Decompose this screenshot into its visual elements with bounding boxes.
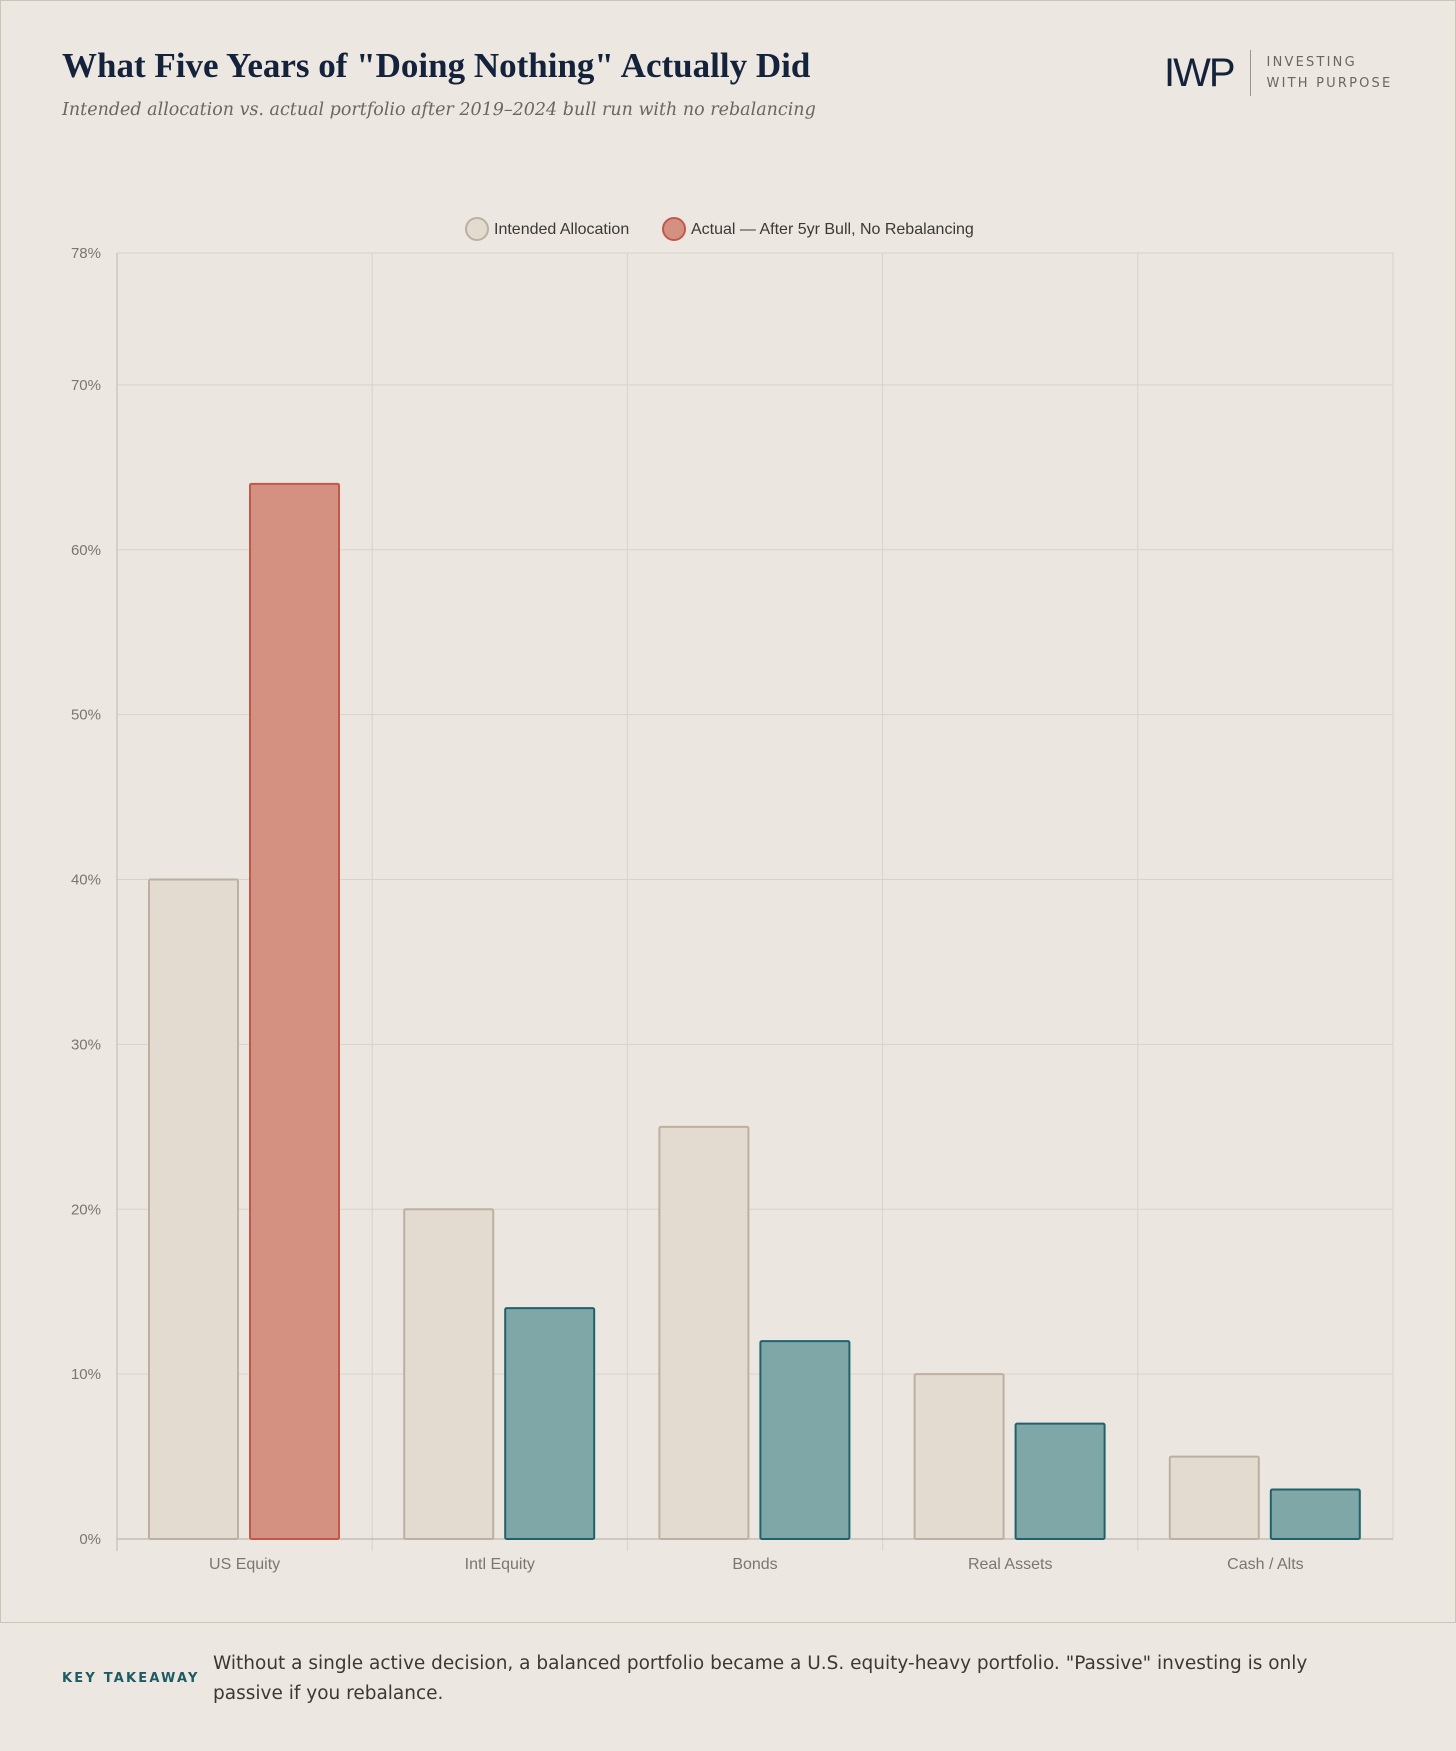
- x-tick-label: US Equity: [209, 1556, 280, 1573]
- brand-logo: IWP INVESTING WITH PURPOSE: [1164, 50, 1392, 96]
- x-tick-label: Bonds: [732, 1556, 777, 1573]
- bar-actual: [504, 1307, 596, 1540]
- bar-actual: [759, 1340, 851, 1540]
- logo-tagline-line-2: WITH PURPOSE: [1266, 76, 1393, 91]
- bar-intended: [1168, 1455, 1260, 1540]
- key-takeaway-label: KEY TAKEAWAY: [62, 1671, 200, 1686]
- y-tick-label: 78%: [71, 245, 101, 262]
- legend-label-actual: Actual — After 5yr Bull, No Rebalancing: [691, 221, 974, 238]
- legend-label-intended: Intended Allocation: [494, 221, 629, 238]
- x-tick-label: Intl Equity: [465, 1556, 535, 1573]
- bar-actual: [1269, 1488, 1361, 1540]
- bar-intended: [658, 1125, 750, 1540]
- x-tick-label: Cash / Alts: [1227, 1556, 1303, 1573]
- allocation-bar-chart: 0% 10% 20% 30% 40% 50% 60% 70% 78% US Equity Intl …: [71, 217, 1394, 1573]
- y-tick-label: 40%: [71, 872, 101, 889]
- x-tick-label: Real Assets: [968, 1556, 1052, 1573]
- bar-actual: [1014, 1422, 1106, 1540]
- logo-tagline: INVESTING WITH PURPOSE: [1251, 52, 1393, 94]
- bar-actual: [249, 482, 340, 1540]
- y-tick-label: 20%: [71, 1201, 101, 1218]
- page-subtitle: Intended allocation vs. actual portfolio…: [62, 100, 816, 120]
- bar-intended: [913, 1373, 1005, 1540]
- legend-swatch-actual: [662, 217, 686, 241]
- y-tick-label: 50%: [71, 707, 101, 724]
- y-tick-label: 60%: [71, 542, 101, 559]
- logo-tagline-line-1: INVESTING: [1266, 55, 1357, 70]
- y-tick-label: 0%: [79, 1531, 101, 1548]
- logo-mark: IWP: [1164, 50, 1251, 96]
- page-title: What Five Years of "Doing Nothing" Actua…: [62, 46, 811, 85]
- y-tick-label: 30%: [71, 1036, 101, 1053]
- key-takeaway-text: Without a single active decision, a bala…: [213, 1653, 1308, 1704]
- bar-intended: [403, 1208, 495, 1540]
- y-tick-label: 10%: [71, 1366, 101, 1383]
- y-tick-label: 70%: [71, 377, 101, 394]
- key-takeaway-panel: KEY TAKEAWAY Without a single active dec…: [0, 1622, 1456, 1751]
- bar-intended: [148, 878, 239, 1540]
- legend-swatch-intended: [465, 217, 489, 241]
